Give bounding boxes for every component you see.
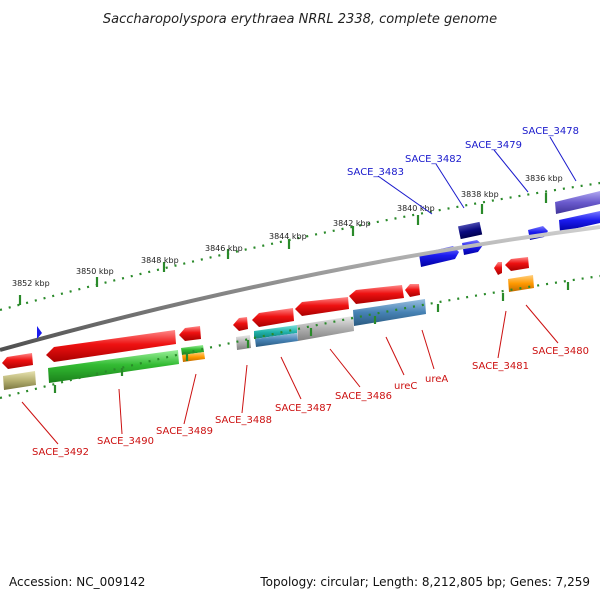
leader-line — [183, 373, 197, 425]
leader-line — [385, 336, 405, 376]
genome-backbone — [0, 225, 600, 352]
gene-feature[interactable] — [255, 333, 298, 347]
kbp-label: 3850 kbp — [76, 267, 114, 276]
lower-scale-track — [0, 274, 600, 400]
gene-feature[interactable] — [2, 353, 33, 369]
leader-line — [377, 175, 433, 215]
gene-label[interactable]: SACE_3480 — [532, 346, 589, 357]
gene-feature[interactable] — [353, 299, 426, 326]
gene-feature[interactable] — [349, 285, 404, 304]
gene-feature[interactable] — [254, 325, 297, 339]
kbp-label: 3848 kbp — [141, 256, 179, 265]
ruler-major-ticks — [18, 193, 548, 305]
gene-label[interactable]: SACE_3492 — [32, 447, 89, 458]
kbp-label: 3846 kbp — [205, 244, 243, 253]
gene-feature[interactable] — [179, 326, 201, 341]
lower-track — [0, 274, 600, 400]
gene-label[interactable]: ureA — [425, 374, 448, 385]
leader-line — [549, 136, 577, 182]
leader-line — [435, 163, 465, 209]
gene-feature[interactable] — [457, 221, 483, 240]
gene-feature[interactable] — [505, 257, 529, 271]
gene-feature[interactable] — [3, 371, 36, 390]
leader-line — [280, 356, 302, 400]
kbp-label: 3840 kbp — [397, 204, 435, 213]
gene-feature[interactable] — [405, 284, 420, 297]
gene-label[interactable]: SACE_3488 — [215, 415, 272, 426]
kbp-label: 3842 kbp — [333, 219, 371, 228]
strand-arrow-icon — [37, 326, 42, 339]
gene-label[interactable]: SACE_3482 — [405, 154, 462, 165]
gene-feature[interactable] — [252, 308, 294, 327]
leader-line — [493, 149, 529, 193]
gene-label[interactable]: ureC — [394, 381, 417, 392]
gene-feature[interactable] — [508, 275, 534, 292]
leader-line — [497, 310, 507, 359]
map-title: Saccharopolyspora erythraea NRRL 2338, c… — [103, 12, 497, 27]
gene-feature[interactable] — [295, 297, 349, 316]
gene-label[interactable]: SACE_3481 — [472, 361, 529, 372]
gene-feature[interactable] — [181, 345, 204, 355]
lower-major-ticks — [53, 282, 570, 393]
gene-label[interactable]: SACE_3489 — [156, 426, 213, 437]
gene-feature[interactable] — [46, 330, 176, 362]
leader-line — [421, 329, 435, 370]
gene-feature[interactable] — [555, 191, 600, 214]
gene-label[interactable]: SACE_3487 — [275, 403, 332, 414]
kbp-label: 3844 kbp — [269, 232, 307, 241]
gene-feature[interactable] — [48, 350, 179, 383]
kbp-label: 3838 kbp — [461, 190, 499, 199]
kbp-label: 3836 kbp — [525, 174, 563, 183]
leader-line — [525, 304, 559, 344]
gene-label[interactable]: SACE_3478 — [522, 126, 579, 137]
gene-feature[interactable] — [559, 211, 600, 232]
leader-line — [21, 401, 59, 445]
leader-line — [118, 388, 123, 435]
gene-label[interactable]: SACE_3490 — [97, 436, 154, 447]
gene-feature[interactable] — [297, 316, 354, 341]
bottom-gene-labels: SACE_3492 SACE_3490 SACE_3489 SACE_3488 … — [21, 304, 589, 458]
leader-line — [329, 348, 361, 388]
top-gene-labels: SACE_3483 SACE_3482 SACE_3479 SACE_3478 — [347, 126, 579, 215]
gene-label[interactable]: SACE_3479 — [465, 140, 522, 151]
scale-ruler: 3852 kbp 3850 kbp 3848 kbp 3846 kbp 3844… — [0, 174, 600, 312]
gene-feature[interactable] — [494, 262, 502, 275]
reverse-strand-genes — [2, 257, 534, 390]
kbp-label: 3852 kbp — [12, 279, 50, 288]
gene-label[interactable]: SACE_3483 — [347, 167, 404, 178]
gene-label[interactable]: SACE_3486 — [335, 391, 392, 402]
accession-text: Accession: NC_009142 — [9, 575, 145, 589]
genome-summary-text: Topology: circular; Length: 8,212,805 bp… — [259, 575, 590, 589]
leader-line — [241, 364, 248, 414]
gene-feature[interactable] — [233, 317, 248, 331]
